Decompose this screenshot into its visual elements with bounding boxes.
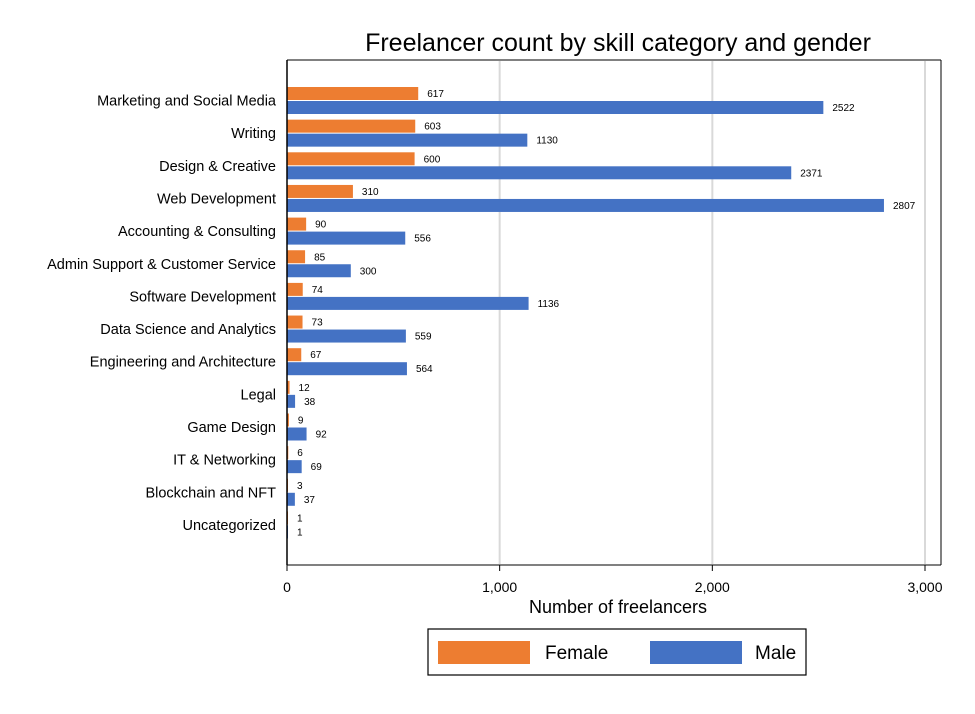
data-label-female: 90 [315,220,327,231]
bar-male [287,492,295,506]
category-label: Admin Support & Customer Service [47,257,276,273]
labels-layer: 617 2522 603 1130 600 2371 310 2807 90 556 85 300 74… [297,89,916,538]
bar-male [287,427,307,441]
bar-female [287,348,302,362]
bar-male [287,296,529,310]
bar-female [287,87,419,100]
bar-male [287,198,884,212]
x-tick-label: 2,000 [695,579,730,595]
category-label: Blockchain and NFT [145,485,276,501]
bar-female [287,184,353,198]
chart-title: Freelancer count by skill category and g… [365,29,871,57]
legend-swatch-female [438,641,530,664]
data-label-female: 603 [424,122,441,133]
data-label-male: 559 [415,332,432,343]
data-label-male: 92 [316,430,328,441]
bar-female [287,315,303,329]
bar-female [287,217,307,231]
bar-female [287,282,303,296]
data-label-female: 85 [314,252,326,263]
category-label: Game Design [187,420,276,436]
data-label-female: 74 [312,285,324,296]
bar-male [287,362,407,376]
bar-male [287,133,528,147]
category-label: Writing [231,126,276,142]
data-label-male: 38 [304,397,316,408]
data-label-female: 12 [299,383,311,394]
bar-male [287,166,792,180]
x-tick-label: 0 [283,579,291,595]
data-label-male: 556 [414,234,431,245]
category-label: IT & Networking [173,453,276,469]
category-label: Accounting & Consulting [118,224,276,240]
data-label-male: 69 [311,462,323,473]
data-label-male: 1 [297,527,303,538]
legend-label-male: Male [755,643,796,664]
data-label-male: 564 [416,364,433,375]
data-label-male: 300 [360,266,377,277]
x-axis-title: Number of freelancers [529,597,707,617]
category-label: Web Development [157,191,276,207]
data-label-female: 3 [297,481,303,492]
bar-female [287,250,306,264]
category-label: Data Science and Analytics [100,322,276,338]
data-label-female: 6 [297,448,303,459]
axis-layer: Marketing and Social Media Writing Design … [47,60,943,595]
data-label-male: 37 [304,495,316,506]
data-label-male: 2371 [800,168,823,179]
data-label-female: 73 [312,318,324,329]
data-label-female: 9 [298,416,304,427]
bar-male [287,264,351,278]
bar-male [287,231,406,245]
category-label: Engineering and Architecture [90,355,276,371]
data-label-male: 1136 [538,299,560,310]
bar-female [287,413,289,427]
legend-label-female: Female [545,643,608,664]
category-label: Legal [241,387,276,403]
bar-male [287,329,406,343]
bar-male [287,101,824,114]
bar-male [287,460,302,474]
bar-female [287,152,415,166]
data-label-female: 1 [297,513,303,524]
category-label: Software Development [129,289,276,305]
data-label-female: 617 [427,89,444,100]
data-label-male: 2807 [893,201,916,212]
legend: Female Male [427,628,807,676]
x-tick-label: 3,000 [907,579,942,595]
bars-layer [287,87,884,539]
bar-male [287,394,296,408]
data-label-male: 2522 [832,103,855,114]
x-tick-label: 1,000 [482,579,517,595]
data-label-female: 310 [362,187,379,198]
legend-swatch-male [650,641,742,664]
data-label-male: 1130 [536,136,558,147]
bar-female [287,380,290,394]
category-label: Marketing and Social Media [97,94,277,110]
bar-female [287,119,416,133]
data-label-female: 600 [424,154,441,165]
category-label: Uncategorized [183,518,277,534]
category-label: Design & Creative [159,159,276,175]
data-label-female: 67 [310,350,322,361]
